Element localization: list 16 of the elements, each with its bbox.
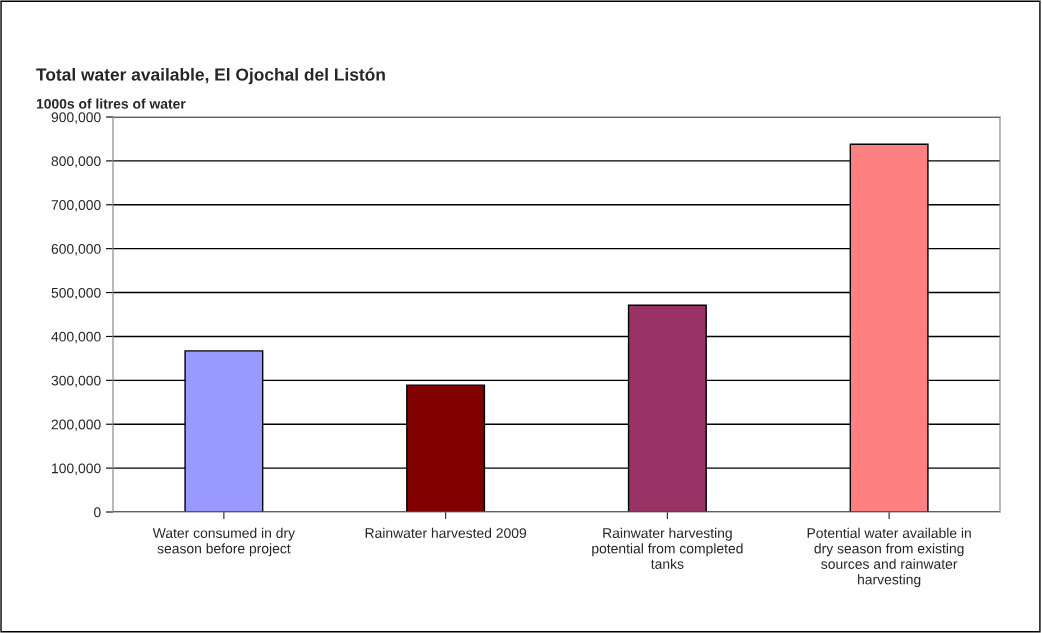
y-tick-label: 700,000 [51, 200, 101, 212]
y-axis-title: 1000s of litres of water [36, 98, 186, 109]
y-tick-label: 0 [94, 507, 101, 518]
x-tick-label: Rainwater harvested 2009 [365, 527, 527, 538]
x-tick-label: Rainwater harvesting potential from completed tanks [592, 527, 743, 569]
y-tick-label: 400,000 [51, 331, 101, 344]
y-tick-label: 500,000 [51, 287, 101, 300]
chart-title: Total water available, El Ojochal del Listón [36, 67, 385, 85]
y-tick-label: 600,000 [51, 244, 101, 256]
x-tick-label: Water consumed in dry season before project [152, 527, 295, 557]
y-tick-label: 100,000 [52, 463, 101, 475]
y-tick-label: 800,000 [51, 156, 101, 168]
y-tick-label: 200,000 [51, 419, 101, 432]
x-tick-label: Potential water available in dry season from existing sources and rainwater harvesting [807, 527, 971, 588]
y-tick-label: 900,000 [51, 112, 101, 124]
y-tick-label: 300,000 [51, 375, 101, 388]
